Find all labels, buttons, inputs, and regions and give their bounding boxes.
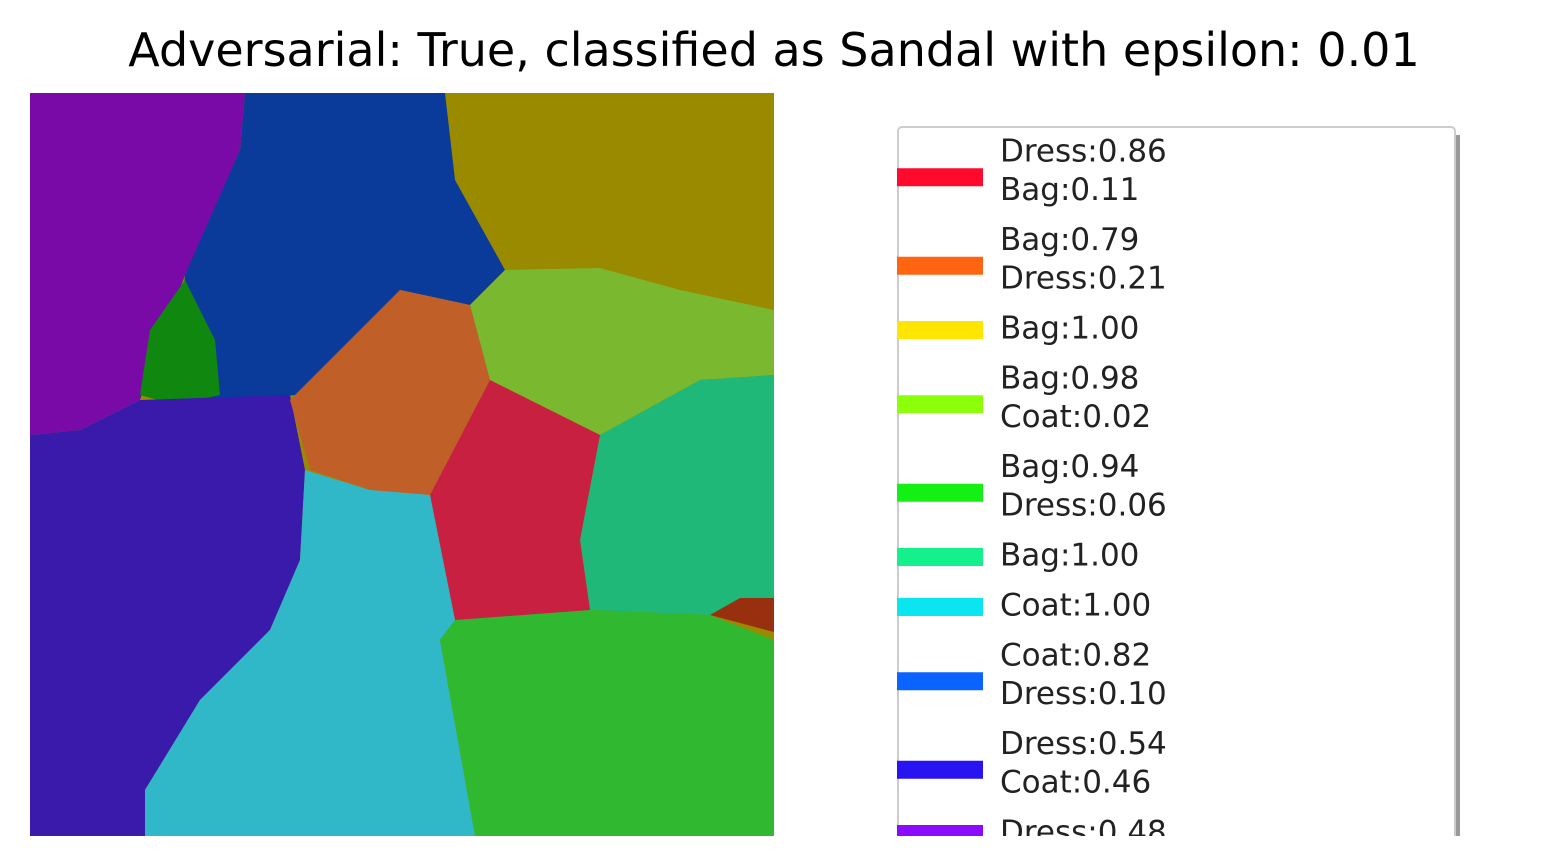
legend-label: Dress:0.06 [1000,488,1167,524]
legend-swatch [897,598,983,616]
legend-label: Bag:0.11 [1000,172,1139,208]
legend-label: Dress:0.86 [1000,134,1167,170]
figure-title: Adversarial: True, classified as Sandal … [128,23,1419,77]
legend-swatch [897,321,983,339]
legend-label: Bag:1.00 [1000,538,1139,574]
legend-label: Bag:0.94 [1000,449,1139,485]
legend-swatch [897,483,983,502]
legend-label: Bag:1.00 [1000,311,1139,347]
legend-label: Bag:0.79 [1000,222,1139,258]
legend-label: Dress:0.21 [1000,261,1167,297]
legend-swatch [897,256,983,275]
legend-label: Coat:0.02 [1000,399,1151,435]
legend-label: Dress:0.48 [1000,815,1167,851]
legend-swatch [897,825,983,836]
legend-label: Dress:0.54 [1000,726,1167,762]
legend-swatch [897,672,983,691]
legend-swatch [897,548,983,566]
legend-label: Coat:0.82 [1000,638,1151,674]
legend-label: Coat:0.46 [1000,765,1151,801]
legend-label: Coat:1.00 [1000,588,1151,624]
legend-swatch [897,395,983,414]
segmentation-image [30,93,774,836]
legend-swatch [897,168,983,187]
legend-label: Dress:0.10 [1000,676,1167,712]
legend-label: Bag:0.98 [1000,361,1139,397]
legend-swatch [897,760,983,779]
